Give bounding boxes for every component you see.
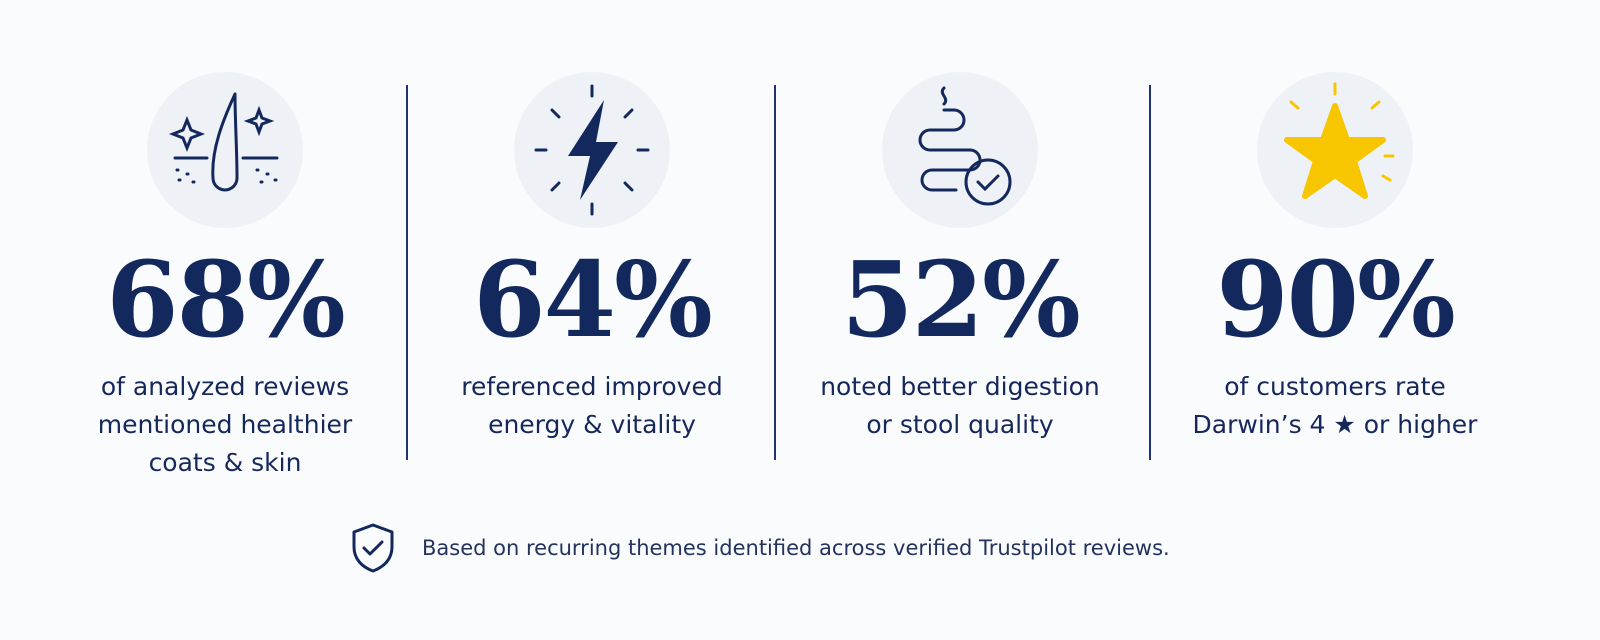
stat-value: 90% bbox=[1216, 238, 1456, 361]
divider bbox=[774, 85, 776, 460]
star-icon bbox=[1257, 72, 1413, 228]
stat-column: 68% of analyzed reviews mentioned health… bbox=[40, 70, 410, 482]
stat-value: 64% bbox=[473, 238, 713, 361]
stat-value: 68% bbox=[106, 238, 346, 361]
description-line: Darwin’s 4 ★ or higher bbox=[1192, 410, 1478, 439]
coat-icon bbox=[147, 72, 303, 228]
stat-description: of analyzed reviews mentioned healthier … bbox=[40, 368, 410, 482]
description-line: energy & vitality bbox=[488, 410, 696, 439]
energy-icon bbox=[514, 72, 670, 228]
description-line: coats & skin bbox=[148, 448, 302, 477]
description-line: of customers rate bbox=[1224, 372, 1446, 401]
description-line: or stool quality bbox=[866, 410, 1054, 439]
description-line: noted better digestion bbox=[820, 372, 1100, 401]
description-line: of analyzed reviews bbox=[100, 372, 350, 401]
stat-description: referenced improved energy & vitality bbox=[407, 368, 777, 444]
stat-description: noted better digestion or stool quality bbox=[775, 368, 1145, 444]
footer: Based on recurring themes identified acr… bbox=[350, 522, 1170, 574]
description-line: mentioned healthier bbox=[97, 410, 353, 439]
divider bbox=[406, 85, 408, 460]
stat-value: 52% bbox=[841, 238, 1081, 361]
stat-column: 90% of customers rate Darwin’s 4 ★ or hi… bbox=[1150, 70, 1520, 444]
shield-icon bbox=[352, 523, 394, 573]
description-line: referenced improved bbox=[461, 372, 723, 401]
stat-column: 64% referenced improved energy & vitalit… bbox=[407, 70, 777, 444]
footer-note: Based on recurring themes identified acr… bbox=[422, 536, 1170, 560]
stat-description: of customers rate Darwin’s 4 ★ or higher bbox=[1150, 368, 1520, 444]
digestion-icon bbox=[882, 72, 1038, 228]
divider bbox=[1149, 85, 1151, 460]
stat-column: 52% noted better digestion or stool qual… bbox=[775, 70, 1145, 444]
